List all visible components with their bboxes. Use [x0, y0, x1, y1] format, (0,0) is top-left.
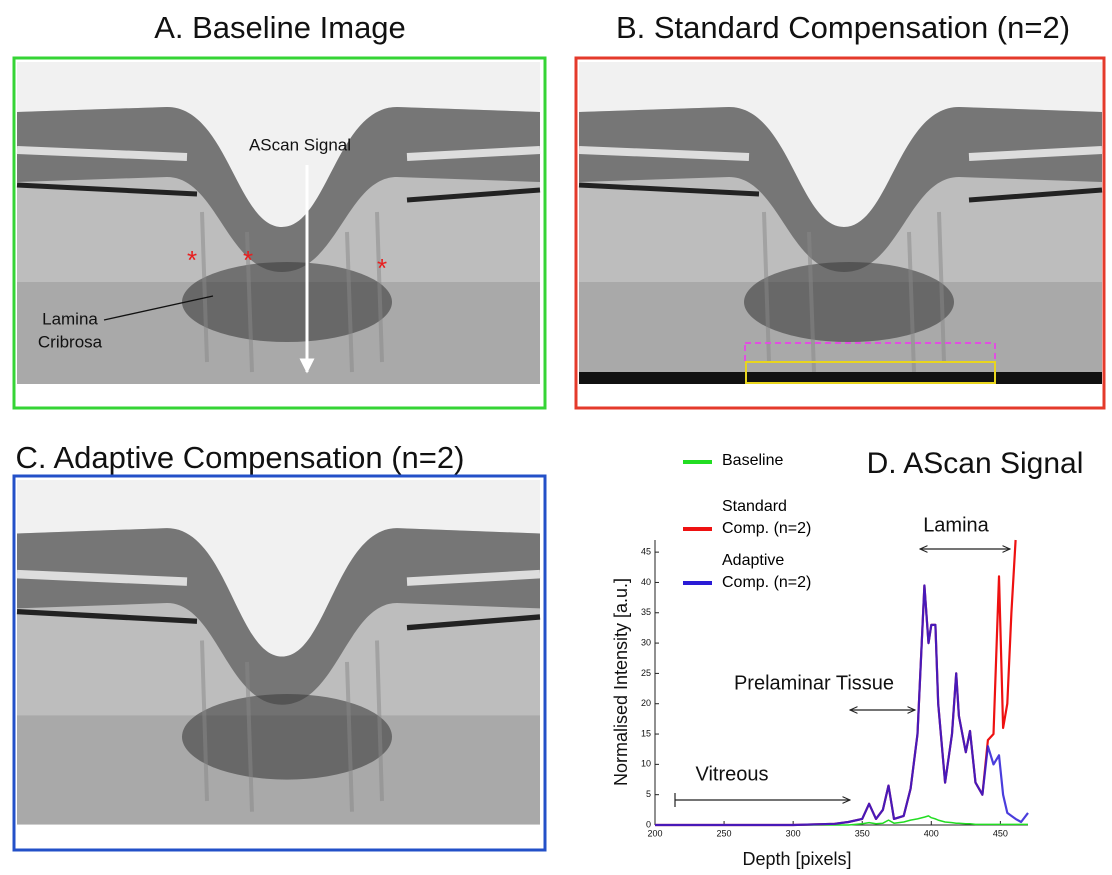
y-tick-label: 10: [641, 759, 651, 769]
figure: A. Baseline Image AScan Signal * * * Lam…: [0, 0, 1112, 875]
y-axis-label: Normalised Intensity [a.u.]: [611, 578, 631, 786]
x-tick-label: 350: [855, 828, 870, 838]
y-tick-label: 25: [641, 668, 651, 678]
x-tick-label: 450: [993, 828, 1008, 838]
legend-label: Standard Comp. (n=2): [722, 496, 817, 540]
page: {"panels": { "a": {"title": "A. Baseline…: [0, 0, 1112, 875]
marker: *: [377, 253, 387, 283]
legend-label: Adaptive Comp. (n=2): [722, 550, 817, 594]
annotation: Lamina: [42, 309, 98, 328]
annotation: Cribrosa: [38, 332, 103, 351]
y-tick-label: 15: [641, 728, 651, 738]
y-tick-label: 45: [641, 547, 651, 557]
marker: *: [243, 245, 253, 275]
oct-image: [579, 62, 1102, 384]
oct-image: [17, 480, 540, 825]
annotation: Vitreous: [695, 763, 768, 785]
x-tick-label: 250: [717, 828, 732, 838]
y-tick-label: 40: [641, 577, 651, 587]
data-line: [655, 586, 1028, 826]
y-tick-label: 5: [646, 789, 651, 799]
y-tick-label: 35: [641, 607, 651, 617]
y-tick-label: 30: [641, 637, 651, 647]
x-axis-label: Depth [pixels]: [742, 849, 851, 869]
panel-title: A. Baseline Image: [154, 10, 406, 45]
annotation: Prelaminar Tissue: [734, 672, 894, 694]
x-tick-label: 200: [647, 828, 662, 838]
chart-title: D. AScan Signal: [867, 447, 1084, 480]
marker: *: [187, 245, 197, 275]
panel-title: C. Adaptive Compensation (n=2): [16, 440, 465, 475]
x-tick-label: 400: [924, 828, 939, 838]
x-tick-label: 300: [786, 828, 801, 838]
panel-title: B. Standard Compensation (n=2): [616, 10, 1070, 45]
legend-label: Baseline: [722, 450, 817, 472]
annotation: Lamina: [923, 514, 989, 536]
annotation: AScan Signal: [249, 135, 351, 154]
chart: D. AScan Signal Depth [pixels] Normalise…: [611, 447, 1084, 869]
y-tick-label: 20: [641, 698, 651, 708]
